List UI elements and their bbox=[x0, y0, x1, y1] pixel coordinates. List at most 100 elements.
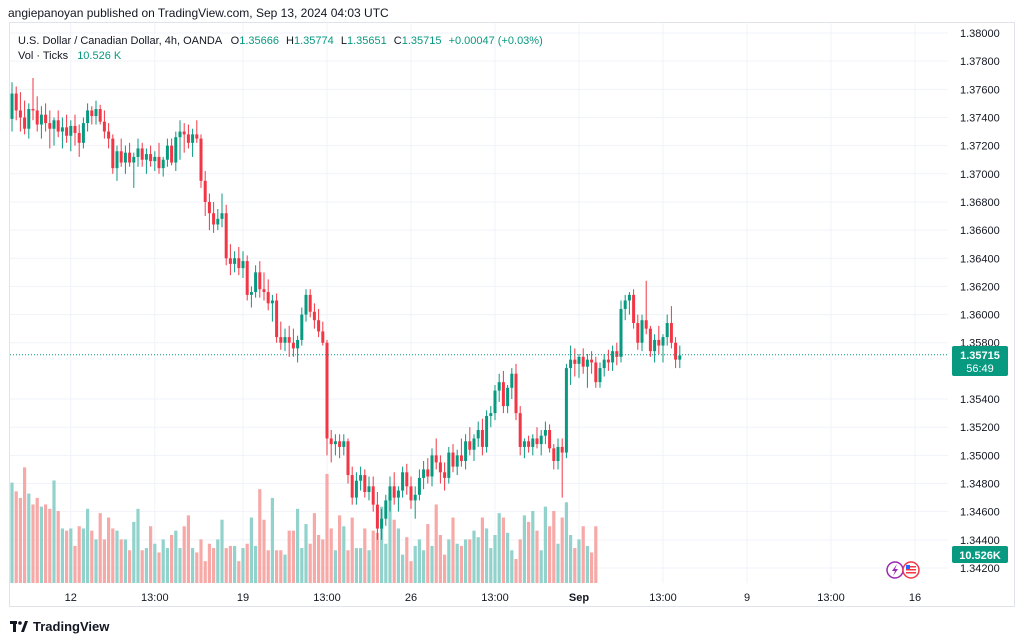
volume-bar bbox=[18, 497, 22, 583]
candle-body bbox=[27, 109, 31, 129]
open-label: O bbox=[230, 35, 240, 47]
volume-bar bbox=[359, 548, 363, 583]
volume-bar bbox=[518, 539, 522, 583]
candle-body bbox=[539, 435, 543, 445]
x-tick-label: 12 bbox=[65, 592, 77, 604]
candle-body bbox=[636, 323, 640, 343]
us-flag-glyph-canton bbox=[906, 565, 910, 569]
volume-bar bbox=[39, 506, 43, 583]
volume-bar bbox=[186, 515, 190, 583]
candle-body bbox=[556, 446, 560, 461]
candle-body bbox=[333, 441, 337, 445]
volume-bar bbox=[539, 550, 543, 583]
us-flag-glyph-stripes-2 bbox=[906, 569, 916, 571]
candle-body bbox=[661, 337, 665, 346]
y-tick-label: 1.36200 bbox=[960, 281, 1000, 293]
candle-body bbox=[619, 308, 623, 357]
legend-volume-row: Vol · Ticks 10.526 K bbox=[18, 49, 543, 64]
candle-body bbox=[186, 134, 190, 143]
candle-body bbox=[128, 152, 132, 163]
event-icons[interactable] bbox=[886, 561, 920, 579]
volume-bar bbox=[31, 504, 35, 583]
footer-brand[interactable]: TradingView bbox=[10, 619, 109, 634]
lightning-glyph bbox=[892, 564, 898, 576]
legend-ohlc-row: U.S. Dollar / Canadian Dollar, 4h, OANDA… bbox=[18, 34, 543, 49]
candle-body bbox=[170, 145, 174, 163]
candle-body bbox=[237, 258, 241, 269]
candle-body bbox=[476, 430, 480, 439]
volume-bar bbox=[119, 539, 123, 583]
y-tick-label: 1.37400 bbox=[960, 112, 1000, 124]
candle-body bbox=[136, 148, 140, 157]
candle-body bbox=[548, 430, 552, 449]
volume-bar bbox=[178, 548, 182, 583]
time-axis: 12 13:00 19 13:00 26 13:00 Sep 13:00 9 13:00 16 bbox=[65, 592, 921, 604]
candle-body bbox=[123, 152, 127, 163]
candle-body bbox=[674, 342, 678, 360]
candle-body bbox=[199, 138, 203, 181]
candle-body bbox=[254, 272, 258, 293]
volume-bar bbox=[493, 535, 497, 583]
candle-body bbox=[447, 452, 451, 478]
volume-bar bbox=[216, 539, 220, 583]
close-value: 1.35715 bbox=[401, 35, 442, 47]
volume-bar bbox=[212, 548, 216, 583]
candle-body bbox=[52, 120, 56, 129]
volume-bar bbox=[182, 526, 186, 583]
volume-bar bbox=[501, 517, 505, 583]
volume-bar bbox=[266, 550, 270, 583]
volume-bar bbox=[459, 545, 463, 583]
volume-bar bbox=[245, 543, 249, 583]
candle-body bbox=[195, 134, 199, 139]
volume-bar bbox=[564, 502, 568, 583]
candle-body bbox=[396, 490, 400, 498]
candle-body bbox=[10, 93, 14, 119]
x-tick-label: Sep bbox=[569, 592, 589, 604]
candle-body bbox=[678, 355, 682, 360]
candle-body bbox=[543, 430, 547, 436]
volume-bar bbox=[174, 530, 178, 583]
volume-bar bbox=[144, 548, 148, 583]
candle-body bbox=[228, 258, 232, 264]
high-label: H bbox=[286, 35, 294, 47]
candle-body bbox=[506, 387, 510, 407]
volume-bar bbox=[556, 543, 560, 583]
us-flag-glyph-stripes-3 bbox=[906, 572, 916, 574]
candle-body bbox=[552, 448, 556, 461]
volume-bar bbox=[291, 530, 295, 583]
candle-body bbox=[413, 494, 417, 501]
candle-body bbox=[501, 382, 505, 407]
volume-bar bbox=[543, 506, 547, 583]
candle-body bbox=[35, 110, 39, 125]
volume-bar bbox=[86, 508, 90, 583]
volume-bar bbox=[573, 548, 577, 583]
y-tick-label: 1.34800 bbox=[960, 479, 1000, 491]
candle-body bbox=[245, 261, 249, 295]
candle-body bbox=[434, 455, 438, 463]
candle-body bbox=[388, 486, 392, 501]
candle-body bbox=[165, 145, 169, 160]
candle-body bbox=[224, 213, 228, 259]
candle-body bbox=[577, 356, 581, 364]
candle-body bbox=[321, 331, 325, 343]
volume-bar bbox=[371, 530, 375, 583]
candle-body bbox=[472, 438, 476, 450]
candle-body bbox=[459, 455, 463, 461]
candle-body bbox=[527, 441, 531, 447]
volume-bar bbox=[380, 506, 384, 583]
candle-body bbox=[283, 337, 287, 343]
x-tick-label: 13:00 bbox=[313, 592, 341, 604]
volume-bar bbox=[560, 517, 564, 583]
volume-label: Vol · Ticks bbox=[18, 50, 69, 62]
y-tick-label: 1.35400 bbox=[960, 394, 1000, 406]
volume-bar bbox=[228, 545, 232, 583]
candle-body bbox=[275, 300, 279, 338]
candle-body bbox=[380, 518, 384, 529]
candle-body bbox=[480, 430, 484, 447]
y-tick-label: 1.34600 bbox=[960, 507, 1000, 519]
volume-bar bbox=[531, 511, 535, 583]
last-price-badge: 1.35715 56:49 bbox=[952, 346, 1008, 376]
volume-bar bbox=[241, 548, 245, 583]
candle-body bbox=[102, 121, 106, 132]
